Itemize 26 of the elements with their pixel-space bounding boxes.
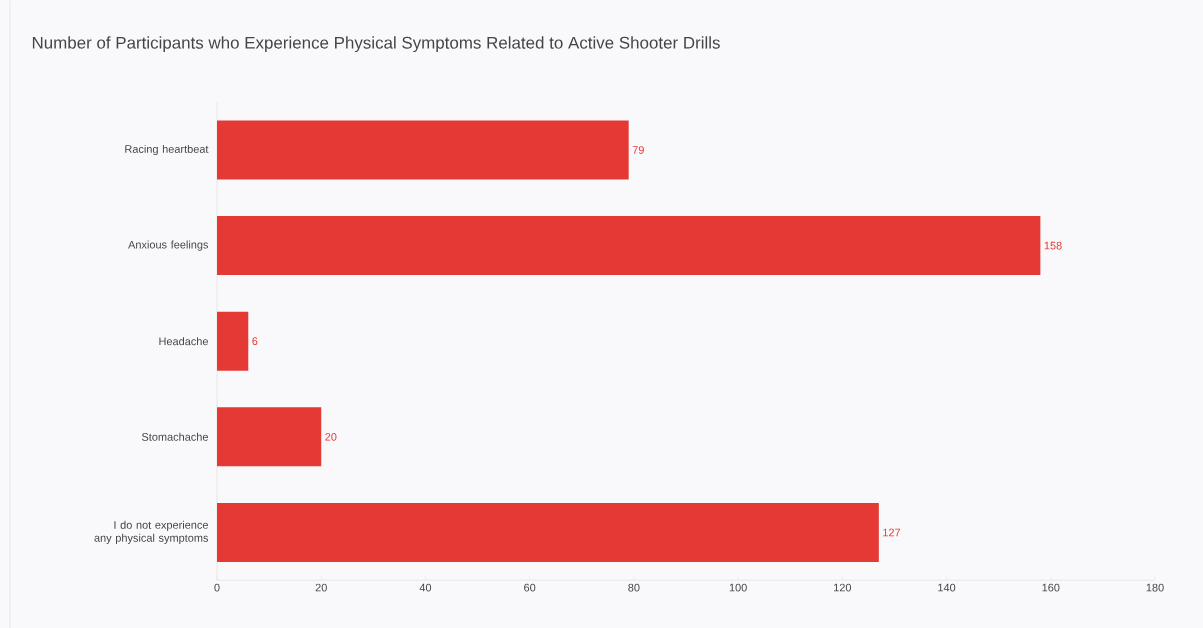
- bar: [217, 502, 879, 562]
- x-tick-label: 120: [834, 583, 852, 592]
- data-label: 127: [883, 528, 901, 537]
- x-tick-label: 60: [524, 583, 536, 592]
- data-label: 79: [632, 145, 644, 154]
- y-tick-label: Anxious feelings: [128, 240, 209, 251]
- y-tick-label: Racing heartbeat: [125, 144, 209, 155]
- data-label: 20: [325, 432, 337, 441]
- x-tick-label: 160: [1042, 583, 1060, 592]
- x-tick-label: 20: [315, 583, 327, 592]
- chart-title: Number of Participants who Experience Physical Symptoms Related to Active Shooter Drills: [32, 36, 720, 52]
- x-tick-label: 0: [214, 583, 220, 592]
- bar: [217, 120, 629, 180]
- x-tick-label: 100: [729, 583, 747, 592]
- x-tick-label: 80: [628, 583, 640, 592]
- x-tick-label: 40: [419, 583, 432, 592]
- y-tick-label: Headache: [159, 336, 208, 346]
- x-tick-label: 140: [938, 583, 956, 592]
- data-label: 158: [1044, 241, 1062, 250]
- bar: [217, 407, 322, 467]
- bar: [217, 311, 249, 371]
- y-tick-label: Stomachache: [141, 432, 208, 441]
- bar: [217, 215, 1041, 275]
- data-label: 6: [252, 337, 258, 345]
- x-tick-label: 180: [1146, 583, 1164, 592]
- y-tick-label: I do not experience any physical symptoms: [94, 520, 209, 544]
